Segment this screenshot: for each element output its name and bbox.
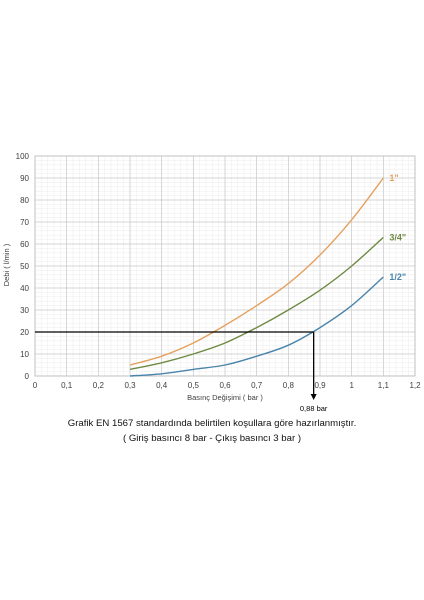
series-line-1 [129, 177, 384, 366]
x-tick-label: 0,3 [124, 381, 136, 390]
y-tick-label: 30 [20, 306, 29, 315]
x-tick-label: 0,4 [156, 381, 168, 390]
y-tick-label: 100 [16, 152, 30, 161]
caption-line-1: Grafik EN 1567 standardında belirtilen k… [67, 418, 357, 429]
x-tick-label: 1 [349, 381, 354, 390]
x-axis-title: Basınç Değişimi ( bar ) [187, 393, 263, 402]
y-tick-label: 70 [20, 218, 29, 227]
x-tick-label: 0,5 [188, 381, 200, 390]
series-label-3: 1/2" [389, 272, 406, 282]
y-tick-label: 0 [25, 372, 30, 381]
series-line-3 [129, 276, 384, 377]
y-tick-label: 90 [20, 174, 29, 183]
x-tick-label: 0,1 [61, 381, 73, 390]
y-tick-label: 40 [20, 284, 29, 293]
y-tick-label: 20 [20, 328, 29, 337]
annotation: 0,88 bar [35, 331, 328, 413]
series-label-1: 1" [389, 173, 398, 183]
axes [34, 155, 416, 377]
x-tick-label: 0 [33, 381, 38, 390]
y-axis-title: Debi ( l/min ) [2, 243, 11, 286]
plot-frame [34, 155, 416, 377]
x-tick-label: 1,1 [378, 381, 390, 390]
y-tick-label: 60 [20, 240, 29, 249]
x-tick-label: 1,2 [409, 381, 421, 390]
caption-line-2: ( Giriş basıncı 8 bar - Çıkış basıncı 3 … [122, 433, 302, 444]
tick-labels: 0 0,1 0,2 0,3 0,4 0,5 0,6 0,7 0,8 0,9 1 1,1 1,2 0 10 20… [16, 152, 421, 390]
series-label-2: 3/4" [389, 232, 406, 242]
y-tick-label: 10 [20, 350, 29, 359]
annotation-arrow [310, 394, 317, 400]
y-tick-label: 50 [20, 262, 29, 271]
flow-pressure-chart: 1"3/4"1/2" 0,88 bar 0 0,1 0,2 0,3 0,4 0,5 0,6 0… [2, 152, 421, 413]
grid [34, 155, 416, 377]
annotation-label: 0,88 bar [300, 404, 328, 413]
x-tick-label: 0,7 [251, 381, 263, 390]
x-tick-label: 0,6 [219, 381, 231, 390]
x-tick-label: 0,2 [93, 381, 105, 390]
series-line-2 [129, 236, 384, 371]
series-lines: 1" 3/4" 1/2" [129, 173, 406, 377]
y-tick-label: 80 [20, 196, 29, 205]
x-tick-label: 0,9 [314, 381, 326, 390]
x-tick-label: 0,8 [283, 381, 295, 390]
